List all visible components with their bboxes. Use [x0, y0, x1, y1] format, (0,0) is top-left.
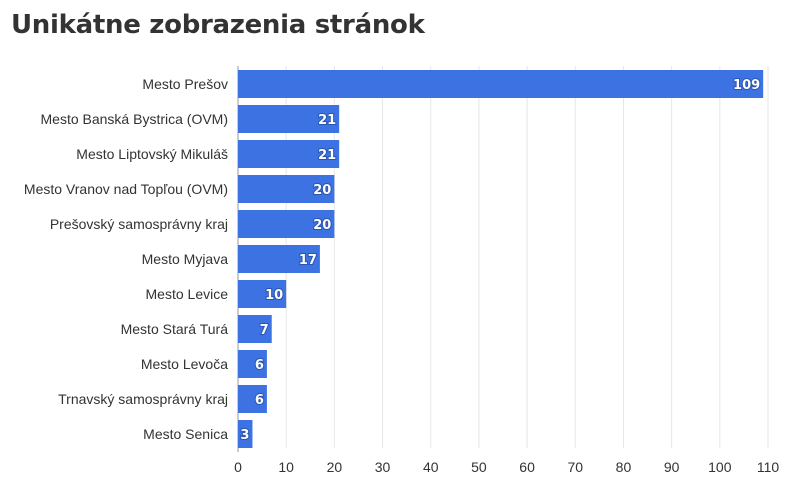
bar	[238, 350, 267, 378]
category-label: Mesto Levice	[146, 286, 229, 302]
chart-title: Unikátne zobrazenia stránok	[11, 10, 425, 40]
x-tick-labels: 0 10 20 30 40 50 60 70 80 90 100 110	[234, 459, 779, 475]
category-label: Mesto Senica	[143, 426, 228, 442]
bar	[238, 70, 764, 98]
value-label: 17	[299, 253, 317, 268]
category-label: Mesto Banská Bystrica (OVM)	[41, 111, 229, 127]
value-label: 20	[313, 183, 331, 198]
value-labels: 109 21 21 20 20 17 10 7 6 6 3	[239, 77, 761, 444]
x-tick-label: 100	[708, 459, 732, 475]
value-label: 7	[260, 323, 269, 338]
x-tick-label: 20	[327, 459, 343, 475]
bar	[238, 175, 335, 203]
x-tick-label: 80	[616, 459, 632, 475]
bar	[238, 420, 253, 448]
bar	[238, 245, 320, 273]
category-label: Mesto Myjava	[142, 251, 229, 267]
value-label: 6	[255, 358, 264, 373]
bar	[238, 140, 340, 168]
x-tick-label: 0	[234, 459, 242, 475]
bars	[238, 70, 764, 448]
value-label: 6	[255, 393, 264, 408]
bar	[238, 385, 267, 413]
category-labels: Mesto Prešov Mesto Banská Bystrica (OVM) M…	[24, 76, 228, 442]
category-label: Mesto Levoča	[141, 356, 228, 372]
x-tick-label: 50	[471, 459, 487, 475]
bar	[238, 315, 272, 343]
value-label: 109	[733, 78, 760, 93]
category-label: Mesto Liptovský Mikuláš	[76, 146, 228, 162]
x-tick-label: 110	[757, 459, 780, 475]
value-label: 21	[318, 113, 336, 128]
x-tick-label: 30	[375, 459, 391, 475]
value-label: 21	[318, 148, 336, 163]
category-label: Trnavský samosprávny kraj	[58, 391, 228, 407]
x-tick-label: 60	[519, 459, 535, 475]
category-label: Mesto Vranov nad Topľou (OVM)	[24, 181, 228, 197]
category-label: Mesto Stará Turá	[121, 321, 229, 337]
x-tick-label: 90	[664, 459, 680, 475]
x-tick-label: 10	[278, 459, 294, 475]
x-tick-label: 40	[423, 459, 439, 475]
value-label: 20	[313, 218, 331, 233]
value-label: 10	[265, 288, 283, 303]
value-label: 3	[240, 428, 249, 443]
bar	[238, 280, 287, 308]
x-tick-label: 70	[567, 459, 583, 475]
category-label: Mesto Prešov	[142, 76, 228, 92]
category-label: Prešovský samosprávny kraj	[50, 216, 228, 232]
bar	[238, 210, 335, 238]
bar	[238, 105, 340, 133]
